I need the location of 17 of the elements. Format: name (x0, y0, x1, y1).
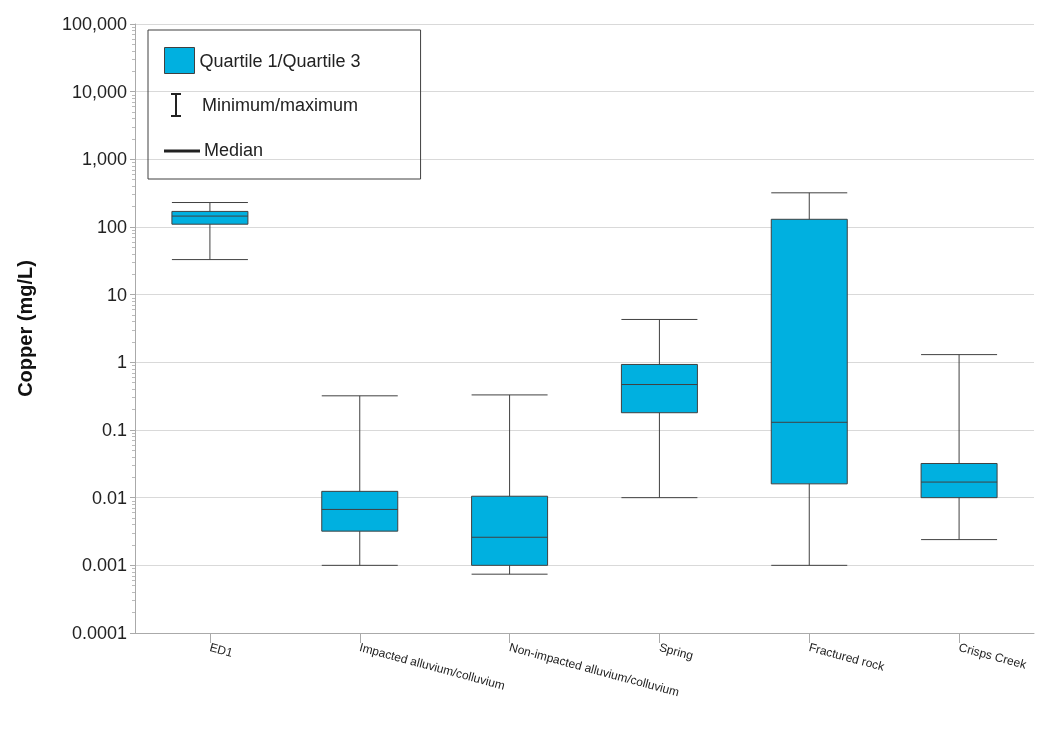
y-tick-label: 0.0001 (71, 623, 127, 643)
y-tick-label: 10 (106, 284, 127, 305)
y-tick-label: 10,000 (71, 81, 127, 102)
y-tick-label: 1 (116, 352, 127, 373)
legend-label: Quartile 1/Quartile 3 (199, 50, 361, 71)
x-tick-label: Spring (657, 640, 695, 663)
annotation: Minimum/maximum (202, 94, 359, 116)
y-tick-label: 0.01 (91, 487, 127, 508)
y-tick-label: 1,000 (81, 149, 127, 170)
y-tick-label: 0.001 (81, 555, 127, 576)
y-axis-title: Copper (mg/L) (14, 260, 36, 397)
x-tick-label: Crisps Creek (957, 640, 1029, 672)
annotation: Median (204, 140, 264, 161)
x-tick-label: ED1 (208, 640, 235, 660)
y-tick-label: 0.1 (101, 420, 127, 440)
y-tick-label: 100,000 (61, 14, 127, 34)
y-tick-label: 100 (96, 217, 127, 237)
